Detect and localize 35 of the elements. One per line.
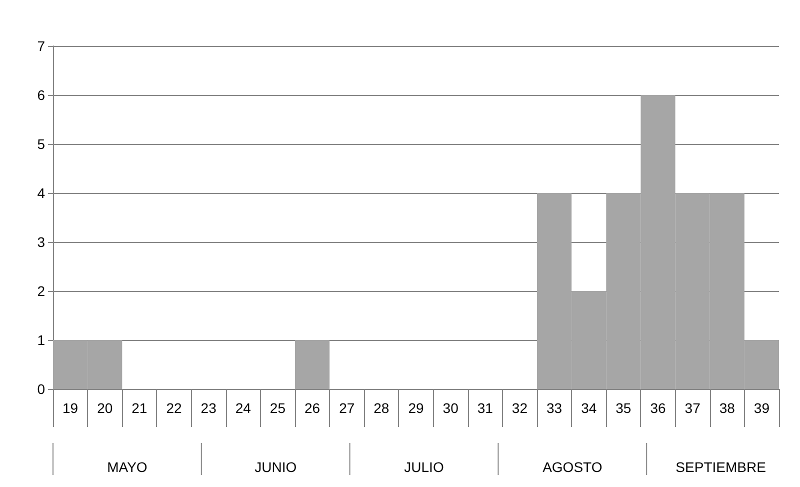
x-tick-label: 31 [477, 400, 494, 416]
x-tick-label: 22 [166, 400, 182, 416]
x-tick-label: 33 [546, 400, 562, 416]
text: SEPTIEMBRE [676, 459, 766, 475]
text: MAYO [107, 459, 148, 475]
y-tick-label: 5 [37, 136, 46, 152]
y-tick-label: 4 [37, 185, 46, 201]
text: JULIO [404, 459, 444, 475]
x-tick-label: 34 [581, 400, 597, 416]
text: JUNIO [254, 459, 297, 475]
y-tick-label: 6 [37, 87, 46, 103]
x-tick-label: 27 [339, 400, 355, 416]
y-tick-label: 7 [37, 38, 46, 54]
x-tick-label: 28 [374, 400, 390, 416]
x-tick-label: 23 [200, 400, 217, 416]
x-tick-label: 19 [62, 400, 78, 416]
x-tick-label: 20 [97, 400, 113, 416]
x-tick-label: 21 [132, 400, 148, 416]
text: AGOSTO [542, 459, 602, 475]
y-tick-label: 1 [37, 332, 46, 348]
bar [295, 340, 330, 389]
x-tick-label: 38 [719, 400, 736, 416]
y-tick-label: 3 [37, 234, 46, 250]
x-tick-label: 26 [304, 400, 320, 416]
x-tick-label: 39 [754, 400, 770, 416]
x-tick-label: 30 [442, 400, 459, 416]
x-tick-label: 25 [270, 400, 286, 416]
x-tick-label: 32 [512, 400, 528, 416]
x-tick-label: 36 [650, 400, 666, 416]
y-tick-label: 2 [37, 283, 46, 299]
y-tick-label: 0 [37, 381, 46, 397]
x-tick-label: 29 [408, 400, 424, 416]
x-tick-label: 35 [616, 400, 632, 416]
x-tick-label: 37 [684, 400, 701, 416]
x-tick-label: 24 [235, 400, 252, 416]
